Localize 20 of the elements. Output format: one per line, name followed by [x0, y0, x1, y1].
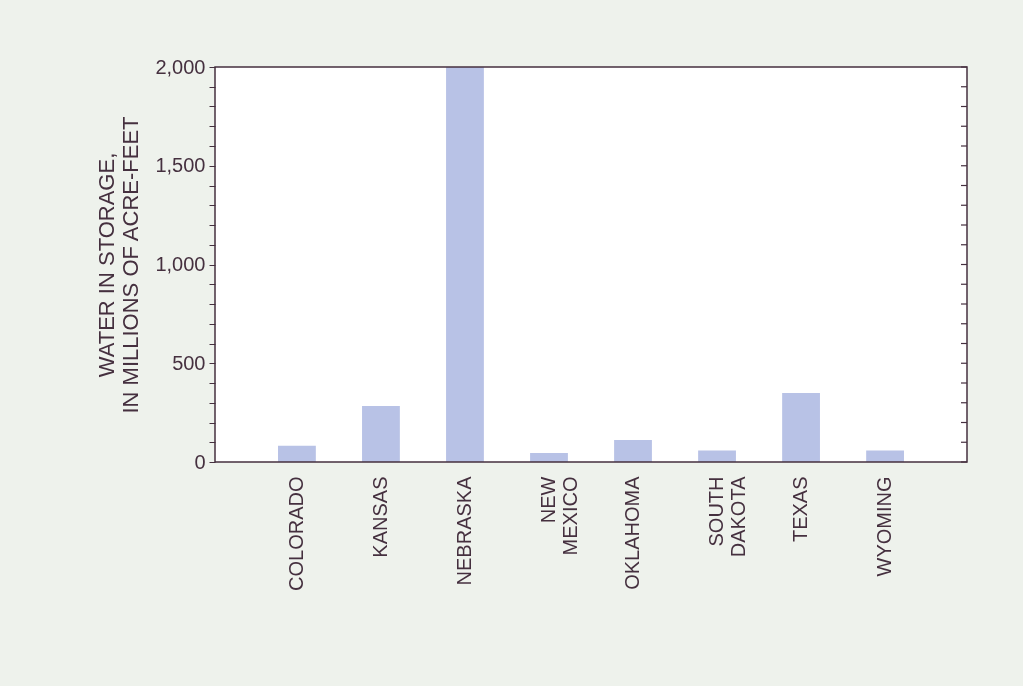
- x-tick-label: NEBRASKA: [452, 475, 475, 586]
- x-tick-label: OKLAHOMA: [621, 475, 644, 590]
- bar: [446, 67, 484, 462]
- y-tick-label: 500: [172, 351, 206, 374]
- x-tick-label: TEXAS: [789, 476, 812, 543]
- y-tick-label: 1,000: [155, 253, 206, 275]
- y-tick-label: 2,000: [155, 55, 206, 78]
- y-axis-title: WATER IN STORAGE, IN MILLIONS OF ACRE-FEET: [94, 116, 144, 414]
- x-tick-label: SOUTH DAKOTA: [705, 475, 750, 558]
- bar: [782, 393, 820, 462]
- x-tick-label: COLORADO: [284, 476, 307, 591]
- x-tick-label: NEW MEXICO: [536, 476, 581, 556]
- bar: [530, 453, 568, 462]
- bar: [278, 445, 316, 462]
- bar: [362, 406, 400, 462]
- x-tick-label: KANSAS: [368, 476, 391, 558]
- y-tick-label: 0: [194, 450, 206, 473]
- bar: [614, 440, 652, 462]
- y-tick-label: 1,500: [155, 154, 206, 177]
- x-tick-label: WYOMING: [873, 476, 896, 577]
